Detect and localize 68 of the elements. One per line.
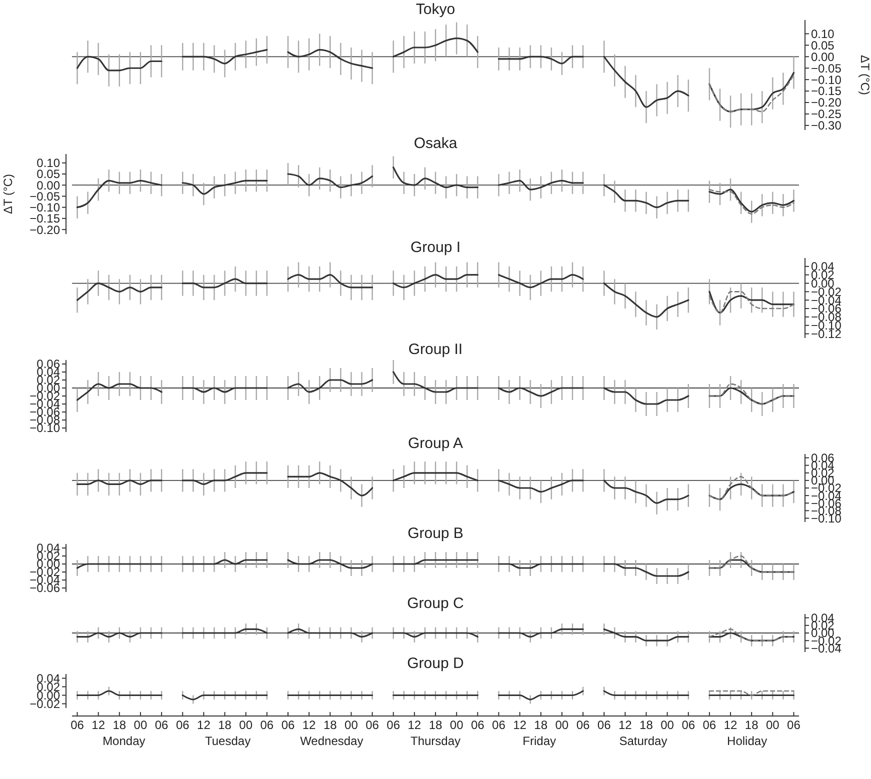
y2-tick-label: −0.20 bbox=[811, 96, 842, 110]
x-tick-label: 06 bbox=[260, 718, 274, 732]
y-axis-title: ΔT (°C) bbox=[1, 174, 15, 214]
line-series bbox=[708, 628, 794, 642]
y2-tick-label: −0.05 bbox=[811, 61, 842, 76]
y2-axis-title: ΔT (°C) bbox=[858, 55, 871, 95]
x-tick-label: 00 bbox=[766, 718, 780, 732]
y2-tick-label: −0.25 bbox=[811, 107, 842, 122]
line-series bbox=[708, 291, 794, 314]
x-tick-label: 12 bbox=[408, 718, 422, 732]
x-tick-label: 00 bbox=[344, 718, 358, 732]
chart-title: Osaka bbox=[414, 135, 458, 152]
chart-title: Group A bbox=[408, 435, 464, 452]
chart-title: Group II bbox=[408, 341, 463, 358]
x-tick-label: 06 bbox=[176, 718, 190, 732]
line-series bbox=[708, 476, 794, 500]
x-tick-label: 18 bbox=[112, 718, 126, 732]
y2-tick-label: −0.10 bbox=[811, 72, 842, 87]
text: Thursday bbox=[410, 734, 461, 748]
x-tick-label: 06 bbox=[492, 718, 506, 732]
x-tick-label: 18 bbox=[744, 718, 759, 732]
line-series bbox=[708, 555, 794, 573]
chart-title: Tokyo bbox=[416, 1, 456, 18]
x-tick-label: 18 bbox=[218, 718, 232, 732]
line-series bbox=[708, 188, 794, 215]
text: Tuesday bbox=[204, 734, 251, 748]
x-tick-label: 06 bbox=[154, 718, 169, 732]
x-tick-label: 12 bbox=[618, 718, 632, 732]
x-tick-label: 18 bbox=[428, 718, 442, 732]
x-tick-label: 12 bbox=[724, 718, 738, 732]
x-tick-label: 06 bbox=[682, 718, 696, 732]
x-tick-label: 00 bbox=[450, 718, 464, 732]
chart-title: Group B bbox=[408, 525, 464, 542]
x-tick-label: 00 bbox=[660, 718, 674, 732]
y2-tick-label: −0.30 bbox=[811, 118, 842, 133]
x-tick-label: 00 bbox=[239, 718, 253, 732]
x-tick-label: 06 bbox=[470, 718, 485, 732]
y2-tick-label: 0.10 bbox=[811, 26, 835, 41]
x-tick-label: 06 bbox=[787, 718, 801, 732]
x-tick-label: 12 bbox=[513, 718, 527, 732]
y2-tick-label: 0.05 bbox=[811, 38, 835, 52]
text: Monday bbox=[102, 734, 146, 748]
chart-title: Group C bbox=[407, 595, 464, 612]
chart-title: Group I bbox=[410, 239, 461, 256]
y2-tick-label: 0.00 bbox=[811, 50, 835, 64]
text: Holiday bbox=[727, 734, 768, 748]
text: Friday bbox=[522, 734, 556, 748]
x-tick-label: 06 bbox=[281, 718, 295, 732]
x-tick-label: 06 bbox=[70, 718, 84, 732]
x-tick-label: 00 bbox=[134, 718, 148, 732]
x-tick-label: 18 bbox=[534, 718, 548, 732]
x-tick-label: 12 bbox=[197, 718, 211, 732]
x-tick-label: 18 bbox=[640, 718, 654, 732]
x-tick-label: 12 bbox=[92, 718, 106, 732]
x-tick-label: 06 bbox=[597, 718, 612, 732]
x-tick-label: 18 bbox=[323, 718, 338, 732]
x-tick-label: 06 bbox=[702, 718, 716, 732]
y2-tick-label: −0.15 bbox=[811, 84, 842, 98]
x-tick-label: 06 bbox=[576, 718, 590, 732]
x-tick-label: 00 bbox=[555, 718, 569, 732]
chart-title: Group D bbox=[407, 655, 464, 672]
text: Wednesday bbox=[300, 734, 364, 748]
line-series bbox=[708, 383, 794, 405]
line-series bbox=[708, 74, 794, 112]
text: Saturday bbox=[619, 734, 668, 748]
x-tick-label: 12 bbox=[302, 718, 316, 732]
x-tick-label: 06 bbox=[366, 718, 380, 732]
x-tick-label: 06 bbox=[386, 718, 400, 732]
